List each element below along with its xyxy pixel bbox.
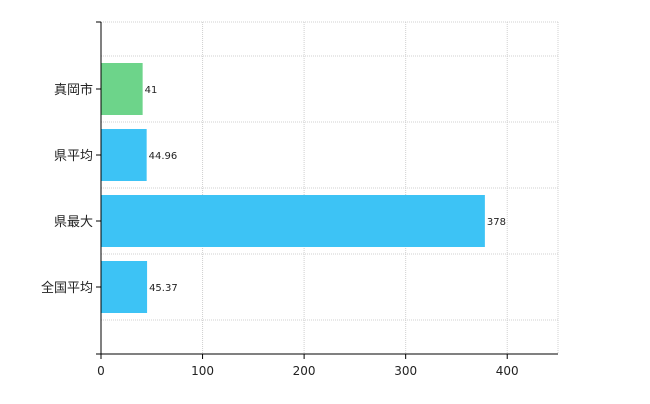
bar-value-label: 44.96 xyxy=(149,151,178,162)
labels-layer: 41 真岡市 44.96 県平均 378 県最大 45.37 全国平均 0 100 200 300 40… xyxy=(41,82,519,378)
bar-value-label: 378 xyxy=(487,217,506,228)
axes-layer xyxy=(96,21,558,359)
x-tick-label: 100 xyxy=(191,364,214,378)
category-label: 県最大 xyxy=(54,215,93,230)
x-tick-label: 200 xyxy=(293,364,316,378)
category-label: 県平均 xyxy=(54,149,93,164)
bar-value-label: 41 xyxy=(145,85,158,96)
x-tick-label: 300 xyxy=(394,364,417,378)
bar xyxy=(101,195,485,247)
bar xyxy=(101,261,148,313)
category-label: 真岡市 xyxy=(54,82,93,98)
x-tick-label: 0 xyxy=(97,364,105,378)
x-tick-label: 400 xyxy=(496,364,519,378)
category-label: 全国平均 xyxy=(41,280,93,296)
bar xyxy=(101,129,147,181)
bar xyxy=(101,63,143,115)
bar-value-label: 45.37 xyxy=(149,283,178,294)
bars-layer xyxy=(101,63,485,313)
grid-layer xyxy=(101,21,559,354)
